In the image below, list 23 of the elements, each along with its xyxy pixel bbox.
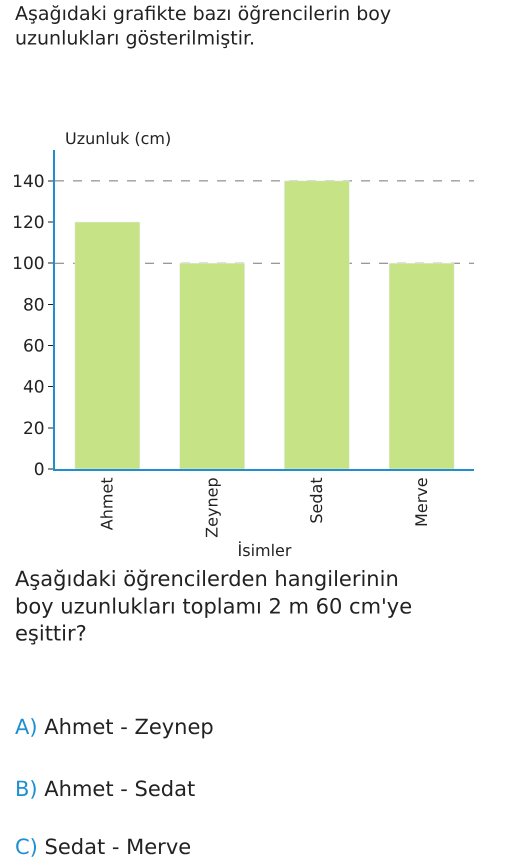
bar <box>179 262 245 469</box>
y-tick-label: 100 <box>12 254 45 274</box>
bar <box>284 180 350 469</box>
x-tick-label: Merve <box>412 477 431 527</box>
y-axis-title: Uzunluk (cm) <box>65 129 172 148</box>
text: C) Sedat - Merve <box>15 835 192 859</box>
text: Aşağıdaki öğrencilerden hangilerinin boy uzunlukları toplamı 2 m 60 cm'ye eşittir? <box>15 567 412 646</box>
text: B) Ahmet - Sedat <box>15 777 196 801</box>
text: A) Ahmet - Zeynep <box>15 715 214 739</box>
y-tick-label: 20 <box>22 418 45 439</box>
x-tick-label: Zeynep <box>202 477 222 538</box>
x-axis-title: İsimler <box>238 541 292 560</box>
x-tick-label: Ahmet <box>98 477 117 530</box>
x-tick-label: Sedat <box>307 477 326 524</box>
y-tick-label: 80 <box>22 295 45 316</box>
bar <box>388 262 454 469</box>
y-tick-label: 120 <box>12 212 45 233</box>
y-tick-label: 60 <box>22 336 45 356</box>
y-tick-label: 40 <box>22 378 45 398</box>
bar <box>74 222 140 469</box>
y-tick-label: 140 <box>12 172 45 192</box>
chart-title: Aşağıdaki grafikte bazı öğrencilerin boy uzunlukları gösterilmiştir. <box>15 3 392 50</box>
y-tick-label: 0 <box>34 460 45 480</box>
